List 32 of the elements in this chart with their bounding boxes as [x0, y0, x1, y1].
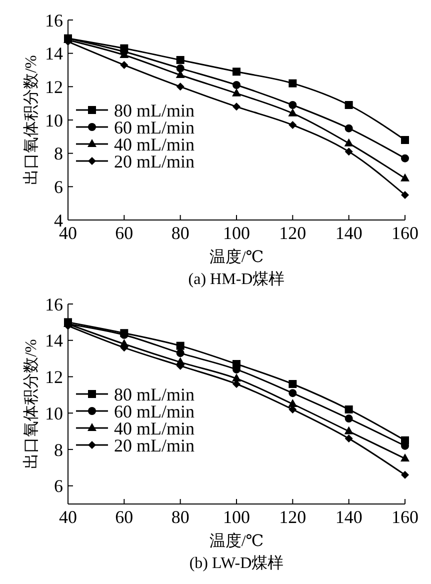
y-tick-label: 6 [54, 476, 63, 496]
y-tick-label: 16 [45, 294, 63, 314]
x-tick-label: 140 [335, 223, 362, 243]
y-tick-label: 10 [45, 403, 63, 424]
y-tick-label: 16 [45, 10, 63, 30]
x-axis-title: 温度/℃ [209, 532, 264, 550]
y-tick-label: 12 [45, 367, 63, 388]
x-tick-label: 60 [115, 507, 134, 527]
x-tick-label: 80 [171, 507, 190, 527]
y-tick-label: 8 [54, 144, 63, 164]
x-tick-label: 140 [335, 507, 362, 527]
y-axis-title: 出口氧体积分数/% [22, 55, 40, 185]
text: (a) HM-D煤样 [188, 270, 285, 288]
x-tick-label: 80 [171, 223, 190, 243]
y-tick-label: 14 [45, 330, 63, 351]
x-tick-label: 160 [392, 223, 418, 243]
x-tick-label: 120 [279, 223, 306, 243]
y-tick-label: 6 [54, 176, 63, 197]
x-tick-label: 160 [392, 507, 418, 527]
y-axis-title: 出口氧体积分数/% [22, 339, 40, 469]
x-tick-label: 40 [59, 507, 77, 527]
y-tick-label: 10 [45, 110, 63, 130]
y-tick-label: 14 [45, 44, 63, 64]
y-tick-label: 12 [45, 76, 63, 97]
y-tick-label: 4 [54, 210, 63, 230]
y-tick-label: 8 [54, 440, 63, 460]
text: (b) LW-D煤样 [189, 554, 284, 572]
x-tick-label: 100 [223, 507, 250, 527]
x-tick-label: 60 [115, 223, 134, 243]
x-tick-label: 100 [223, 223, 250, 243]
x-tick-label: 120 [279, 507, 306, 527]
x-axis-title: 温度/℃ [209, 248, 264, 266]
